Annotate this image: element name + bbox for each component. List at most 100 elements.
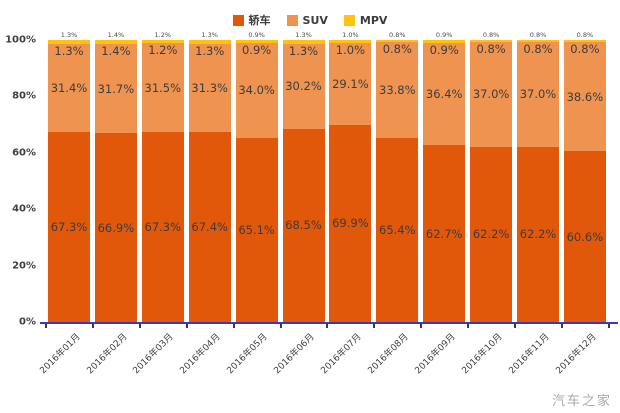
sedan-value-label: 69.9% — [332, 216, 369, 231]
sedan-value-label: 68.5% — [285, 218, 322, 233]
suv-value-label: 31.3% — [191, 80, 228, 95]
stacked-bar: 0.9% 0.9% 34.0% 65.1% — [235, 31, 278, 322]
stacked-bar: 0.8% 0.8% 38.6% 60.6% — [563, 31, 606, 322]
sedan-color-swatch-icon — [232, 14, 244, 26]
stacked-bar: 1.3% 1.3% 30.2% 68.5% — [282, 31, 325, 322]
segment-suv — [563, 42, 606, 152]
segment-suv — [282, 43, 325, 129]
sedan-value-label: 62.2% — [519, 227, 557, 242]
segment-suv — [470, 42, 513, 147]
mpv-value-label: 1.3% — [288, 43, 319, 58]
y-axis-tick-label: 60% — [12, 147, 36, 159]
segment-suv — [423, 42, 466, 146]
suv-value-label: 36.4% — [425, 86, 463, 101]
suv-value-label: 37.0% — [472, 87, 510, 102]
suv-value-label: 33.8% — [379, 82, 416, 97]
mpv-top-mini-label: 0.8% — [389, 31, 406, 39]
legend-item-suv: SUV — [286, 14, 328, 27]
sedan-value-label: 60.6% — [566, 229, 604, 244]
y-axis-tick-label: 40% — [12, 203, 36, 215]
suv-value-label: 31.4% — [50, 80, 88, 95]
sedan-value-label: 67.3% — [50, 220, 88, 235]
stacked-bar: 1.3% 1.3% 31.3% 67.4% — [188, 31, 231, 322]
mpv-top-mini-label: 1.2% — [154, 31, 172, 39]
watermark-logo: 汽车之家 — [551, 394, 612, 409]
x-axis-label: 2016年08月 — [366, 332, 411, 377]
segment-sedan — [517, 146, 559, 322]
mpv-value-label: 1.2% — [148, 43, 178, 58]
mpv-value-label: 0.8% — [570, 42, 600, 57]
mpv-value-label: 0.8% — [523, 42, 553, 57]
x-axis-tick — [467, 324, 470, 328]
segment-sedan — [48, 132, 90, 322]
segment-sedan — [188, 131, 231, 322]
segment-sedan — [329, 124, 372, 322]
segment-mpv — [48, 40, 90, 44]
segment-mpv — [563, 40, 606, 43]
segment-mpv — [282, 40, 325, 44]
mpv-color-swatch-icon — [343, 14, 355, 26]
suv-value-label: 29.1% — [332, 76, 369, 91]
mpv-top-mini-label: 0.8% — [482, 31, 500, 39]
segment-mpv — [94, 40, 137, 44]
mpv-value-label: 0.8% — [382, 42, 412, 57]
segment-mpv — [235, 40, 278, 43]
x-axis-label: 2016年11月 — [507, 332, 552, 377]
segment-suv — [376, 42, 419, 138]
sedan-value-label: 66.9% — [97, 220, 135, 235]
stacked-bar: 1.2% 1.2% 31.5% 67.3% — [141, 31, 184, 322]
x-axis-label: 2016年03月 — [131, 332, 177, 377]
x-axis-label: 2016年10月 — [460, 332, 505, 377]
segment-suv — [141, 43, 184, 133]
x-axis-tick — [91, 324, 94, 328]
x-axis-label: 2016年02月 — [85, 332, 130, 377]
sedan-value-label: 67.4% — [191, 219, 228, 234]
chart-legend: 轿车 SUV MPV — [0, 12, 620, 28]
mpv-top-mini-label: 1.3% — [201, 31, 218, 39]
segment-sedan — [94, 133, 137, 322]
sedan-value-label: 65.4% — [379, 222, 416, 237]
x-axis-tick — [326, 324, 329, 328]
x-axis-tick — [373, 324, 376, 328]
x-axis-tick — [138, 324, 141, 328]
x-axis-tick — [420, 324, 423, 328]
segment-mpv — [517, 40, 559, 43]
stacked-bar: 1.4% 1.4% 31.7% 66.9% — [94, 31, 137, 322]
segment-mpv — [141, 40, 184, 44]
mpv-value-label: 1.3% — [195, 43, 225, 58]
sedan-value-label: 65.1% — [238, 223, 275, 238]
segment-sedan — [376, 137, 419, 322]
stacked-bar: 0.8% 0.8% 37.0% 62.2% — [470, 31, 513, 322]
stacked-bar: 1.0% 1.0% 29.1% 69.9% — [329, 31, 372, 322]
mpv-top-mini-label: 0.8% — [529, 31, 547, 39]
suv-value-label: 37.0% — [519, 87, 557, 102]
x-axis-label: 2016年09月 — [413, 332, 458, 377]
stacked-bar: 0.9% 0.9% 36.4% 62.7% — [423, 31, 466, 322]
mpv-value-label: 1.0% — [335, 42, 365, 57]
x-axis-tick — [279, 324, 282, 328]
segment-suv — [517, 42, 559, 147]
segment-sedan — [141, 132, 184, 322]
mpv-top-mini-label: 0.9% — [248, 31, 265, 39]
segment-suv — [188, 43, 231, 132]
stacked-bar: 0.8% 0.8% 33.8% 65.4% — [376, 31, 419, 322]
segment-mpv — [329, 40, 372, 43]
suv-color-swatch-icon — [286, 14, 298, 26]
y-axis-tick-label: 20% — [12, 260, 36, 272]
y-axis-tick-label: 100% — [5, 34, 36, 46]
suv-value-label: 38.6% — [566, 89, 604, 104]
suv-value-label: 30.2% — [285, 79, 322, 94]
mpv-value-label: 0.9% — [429, 42, 459, 57]
mpv-value-label: 0.8% — [476, 42, 506, 57]
suv-value-label: 31.7% — [97, 81, 135, 96]
x-axis-tick — [232, 324, 235, 328]
legend-item-mpv: MPV — [343, 14, 387, 27]
legend-label-sedan: 轿车 — [248, 14, 271, 27]
mpv-top-mini-label: 1.0% — [342, 31, 359, 39]
mpv-value-label: 1.4% — [101, 43, 131, 58]
x-axis-label: 2016年05月 — [225, 332, 270, 377]
x-axis-tick — [560, 324, 563, 328]
sedan-value-label: 67.3% — [144, 220, 182, 235]
x-axis-tick — [185, 324, 188, 328]
